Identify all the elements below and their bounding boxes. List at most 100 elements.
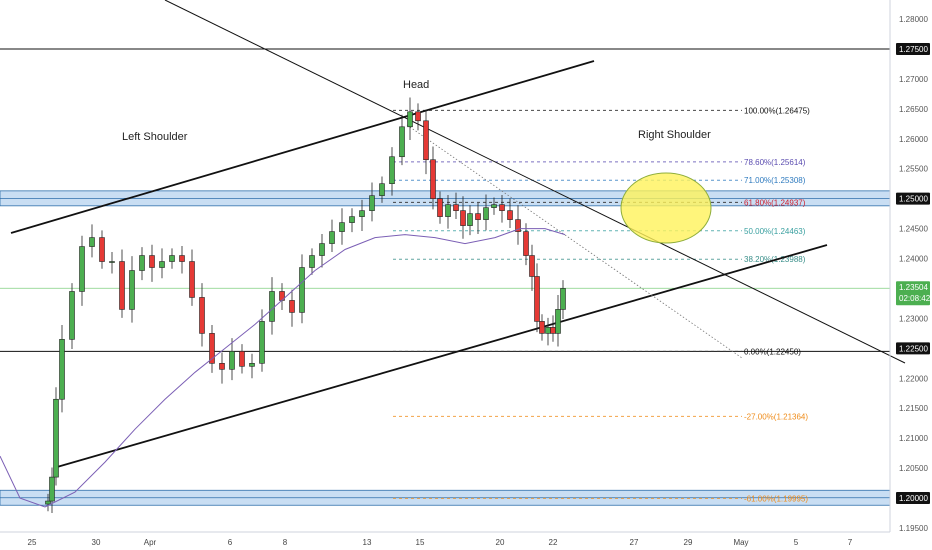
candle-up[interactable] xyxy=(59,339,65,400)
fib-diagonal-line xyxy=(406,124,743,359)
candle-down[interactable] xyxy=(189,261,195,298)
time-tick-label: 25 xyxy=(28,538,37,547)
lower-channel-line xyxy=(56,244,828,468)
right-shoulder-label: Right Shoulder xyxy=(638,129,711,141)
descending-trend-line xyxy=(164,0,906,364)
candle-down[interactable] xyxy=(149,255,155,268)
candle-down[interactable] xyxy=(199,297,205,334)
time-tick-label: 5 xyxy=(794,538,799,547)
candle-down[interactable] xyxy=(529,255,535,277)
candle-down[interactable] xyxy=(209,333,215,364)
candle-up[interactable] xyxy=(45,500,51,505)
candle-down[interactable] xyxy=(550,327,556,334)
candle-down[interactable] xyxy=(289,300,295,313)
fib-level-label: 100.00%(1.26475) xyxy=(744,106,810,115)
candle-up[interactable] xyxy=(445,204,451,217)
candle-up[interactable] xyxy=(359,210,365,217)
candle-up[interactable] xyxy=(79,246,85,292)
candle-up[interactable] xyxy=(139,255,145,271)
candle-up[interactable] xyxy=(69,291,75,340)
candle-up[interactable] xyxy=(483,207,489,220)
current-price-badge xyxy=(896,281,930,306)
candle-up[interactable] xyxy=(491,204,497,208)
candle-up[interactable] xyxy=(269,291,275,322)
left-shoulder-label: Left Shoulder xyxy=(122,131,188,143)
time-tick-label: 30 xyxy=(92,538,101,547)
time-tick-label: 13 xyxy=(363,538,372,547)
candle-down[interactable] xyxy=(499,204,505,211)
price-tick-label: 1.19500 xyxy=(899,524,928,533)
fib-level-label: 71.00%(1.25308) xyxy=(744,176,806,185)
candle-down[interactable] xyxy=(460,210,466,226)
right-shoulder-ellipse xyxy=(620,172,712,244)
candle-up[interactable] xyxy=(379,183,385,196)
fib-level-label: 61.80%(1.24937) xyxy=(744,198,806,207)
price-tick-label: 1.28000 xyxy=(899,15,928,24)
candle-down[interactable] xyxy=(539,321,545,334)
price-tick-label: 1.24500 xyxy=(899,225,928,234)
candle-up[interactable] xyxy=(399,126,405,158)
candle-up[interactable] xyxy=(229,351,235,370)
price-tick-label: 1.21500 xyxy=(899,404,928,413)
candle-up[interactable] xyxy=(259,321,265,364)
candle-up[interactable] xyxy=(159,261,165,268)
candle-up[interactable] xyxy=(109,261,115,263)
candle-up[interactable] xyxy=(369,195,375,211)
candle-down[interactable] xyxy=(430,159,436,199)
candle-down[interactable] xyxy=(507,210,513,220)
time-tick-label: May xyxy=(733,538,748,547)
countdown-label: 02:08:42 xyxy=(899,294,931,303)
price-tick-label: 1.27000 xyxy=(899,75,928,84)
head-label: Head xyxy=(403,79,429,91)
candle-up[interactable] xyxy=(467,213,473,226)
price-tick-label: 1.26500 xyxy=(899,105,928,114)
price-tick-badge xyxy=(896,42,930,55)
candle-up[interactable] xyxy=(89,237,95,247)
candle-down[interactable] xyxy=(99,237,105,262)
candle-up[interactable] xyxy=(249,363,255,367)
candle-down[interactable] xyxy=(453,204,459,211)
candle-down[interactable] xyxy=(423,120,429,161)
candle-up[interactable] xyxy=(319,243,325,256)
candle-up[interactable] xyxy=(555,309,561,334)
candle-down[interactable] xyxy=(523,231,529,256)
fib-level-label: 0.00%(1.22450) xyxy=(744,347,801,356)
candle-up[interactable] xyxy=(299,267,305,313)
candle-down[interactable] xyxy=(119,261,125,310)
fib-level-label: 50.00%(1.24463) xyxy=(744,227,806,236)
candle-down[interactable] xyxy=(515,219,521,232)
moving-average-line xyxy=(0,228,566,508)
price-tick-badge xyxy=(896,192,930,205)
candle-down[interactable] xyxy=(219,363,225,370)
time-tick-label: 8 xyxy=(283,538,288,547)
fib-level-label: 78.60%(1.25614) xyxy=(744,158,806,167)
candle-up[interactable] xyxy=(560,288,566,310)
time-tick-label: Apr xyxy=(144,538,157,547)
candle-up[interactable] xyxy=(169,255,175,262)
candle-up[interactable] xyxy=(339,222,345,232)
candle-down[interactable] xyxy=(475,213,481,220)
candle-up[interactable] xyxy=(309,255,315,268)
time-tick-label: 29 xyxy=(684,538,693,547)
candle-down[interactable] xyxy=(437,198,443,217)
price-tick-label: 1.25500 xyxy=(899,165,928,174)
price-tick-label: 1.26000 xyxy=(899,135,928,144)
candle-down[interactable] xyxy=(179,255,185,262)
candle-up[interactable] xyxy=(545,327,551,334)
price-tick-label: 1.22500 xyxy=(899,344,928,353)
current-price-label: 1.23504 xyxy=(899,283,928,292)
candle-up[interactable] xyxy=(49,476,55,502)
candle-up[interactable] xyxy=(407,111,413,128)
fib-level-label: -61.00%(1.19995) xyxy=(744,494,808,503)
candle-down[interactable] xyxy=(415,111,421,122)
candle-up[interactable] xyxy=(389,156,395,184)
price-tick-label: 1.25000 xyxy=(899,195,928,204)
candle-up[interactable] xyxy=(329,231,335,244)
candle-up[interactable] xyxy=(53,398,59,478)
time-tick-label: 22 xyxy=(549,538,558,547)
candle-up[interactable] xyxy=(129,270,135,310)
candle-up[interactable] xyxy=(349,216,355,223)
candle-down[interactable] xyxy=(534,276,540,322)
candle-down[interactable] xyxy=(239,351,245,367)
